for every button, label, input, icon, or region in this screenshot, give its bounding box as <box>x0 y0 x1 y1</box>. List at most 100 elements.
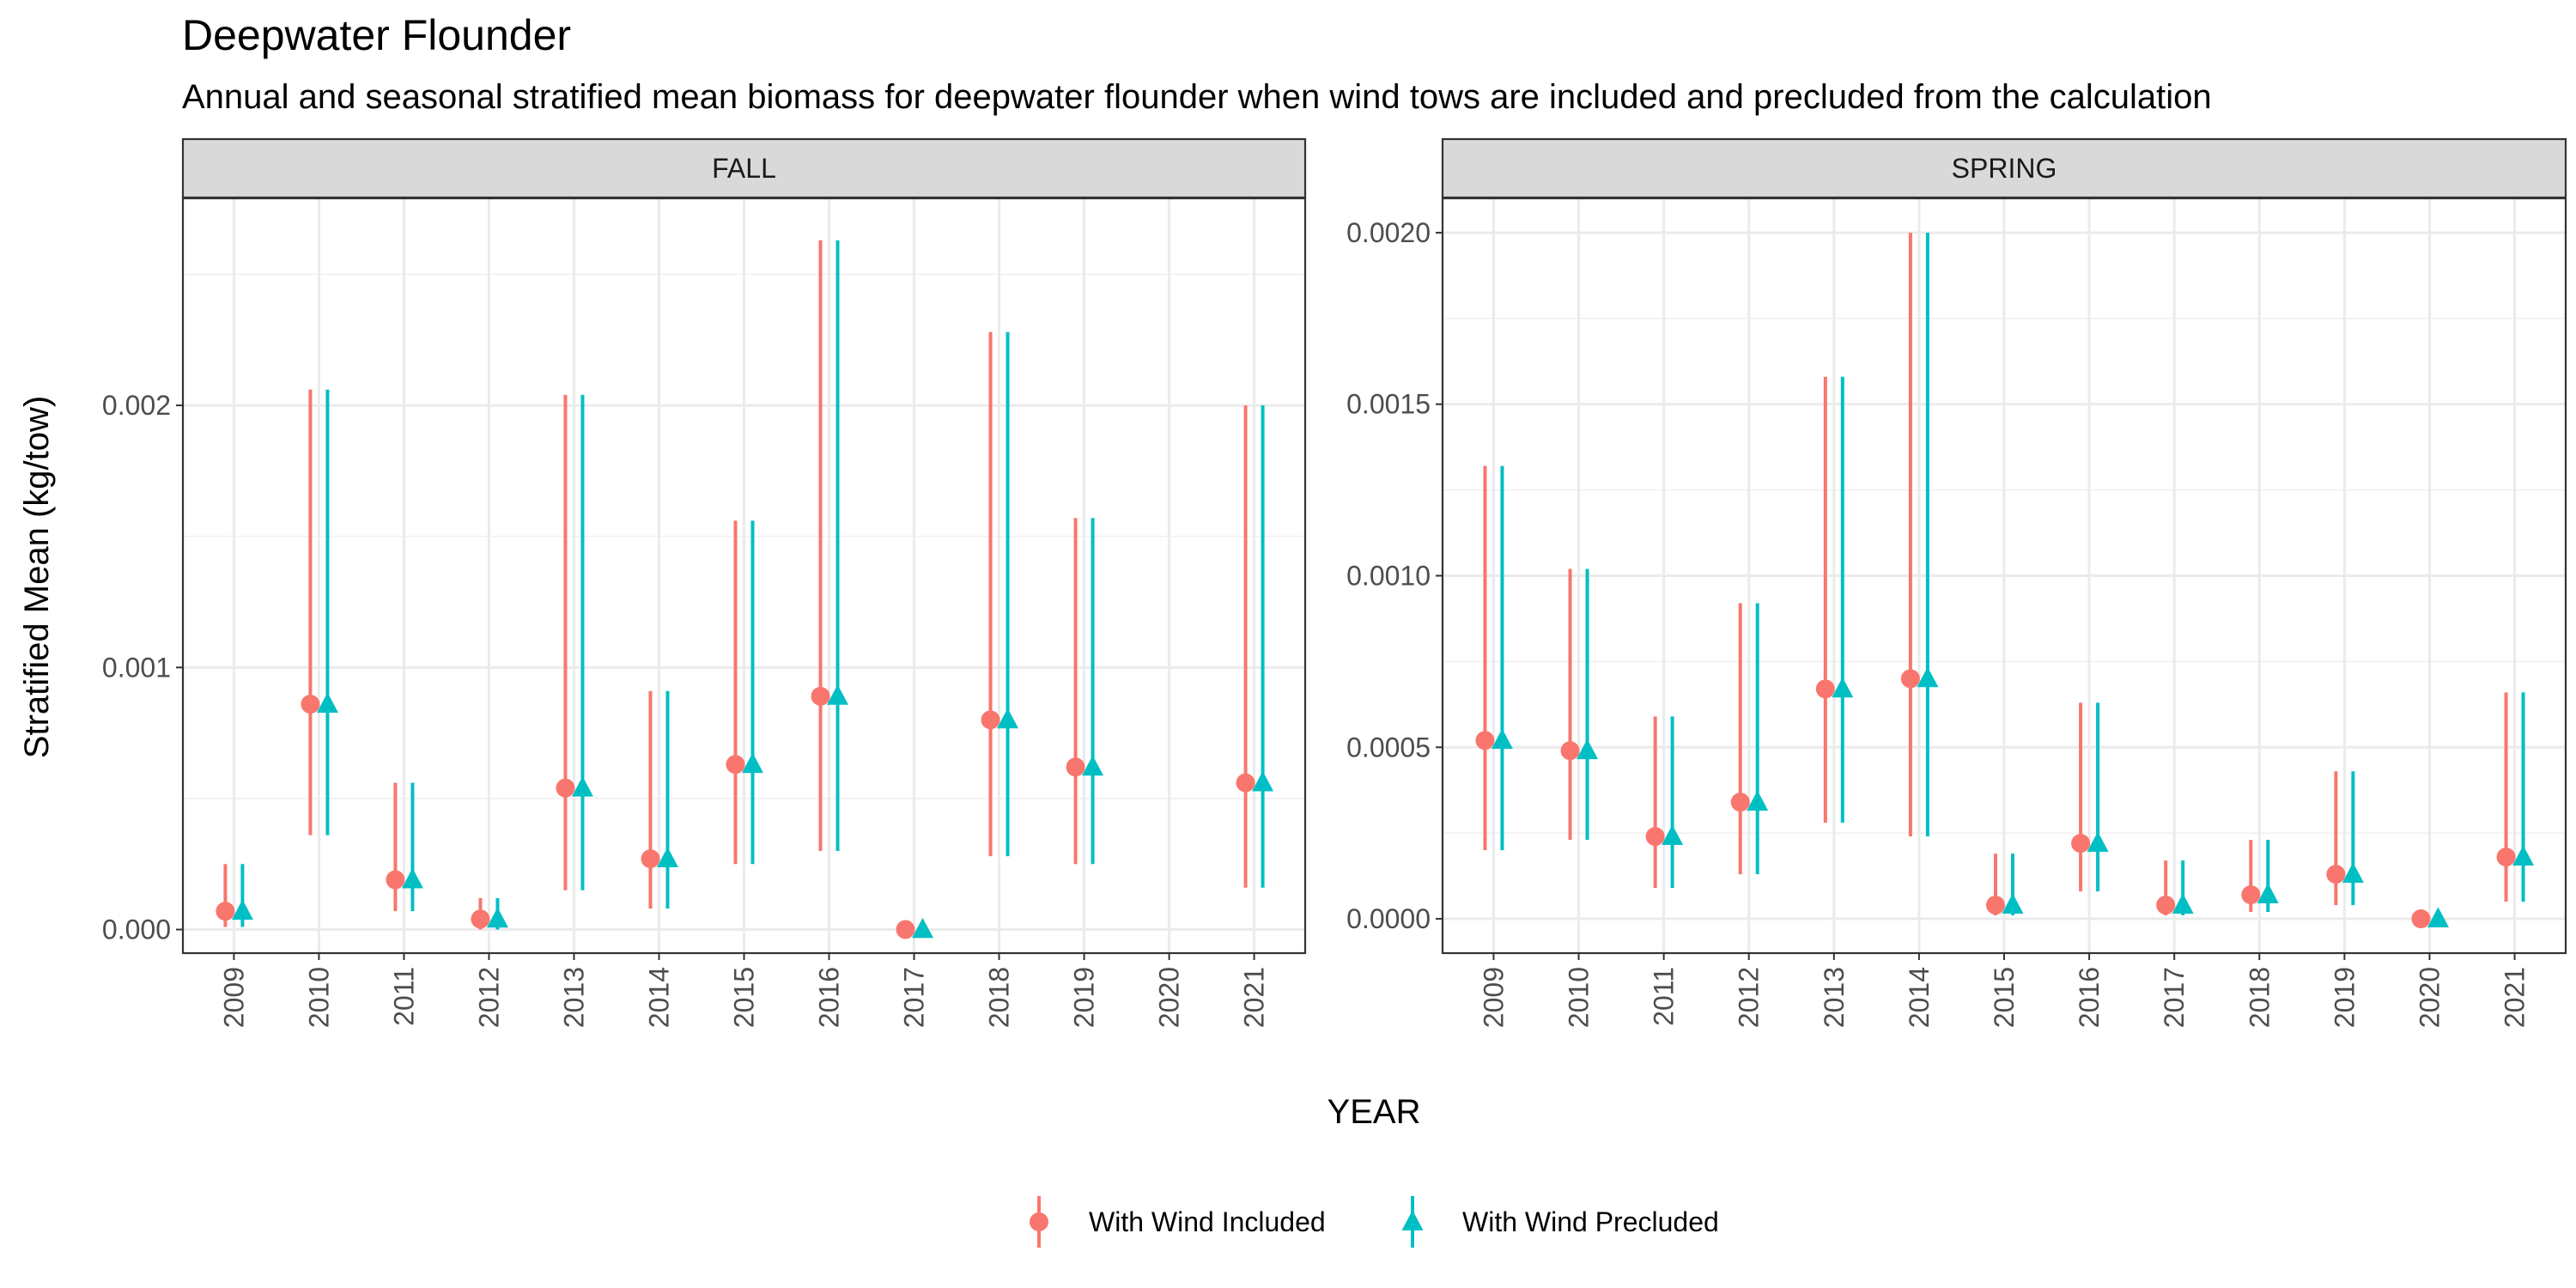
data-point-included <box>216 902 235 921</box>
data-point-included <box>471 909 490 929</box>
data-point-precluded <box>2427 907 2449 927</box>
x-tick-label: 2015 <box>729 967 760 1028</box>
data-point-included <box>1645 827 1665 847</box>
x-axis-title: YEAR <box>1327 1093 1421 1131</box>
x-tick-label: 2018 <box>984 967 1015 1028</box>
x-tick-label: 2012 <box>1734 967 1765 1028</box>
x-tick-label: 2010 <box>303 967 334 1028</box>
data-point-precluded <box>1082 755 1104 776</box>
data-point-included <box>1236 773 1255 793</box>
x-tick-label: 2013 <box>558 967 589 1028</box>
data-point-precluded <box>2002 893 2024 914</box>
data-point-precluded <box>656 847 678 868</box>
data-point-included <box>2411 909 2431 929</box>
data-point-precluded <box>401 867 423 889</box>
legend: With Wind Included With Wind Precluded <box>1030 1196 1719 1248</box>
x-tick-label: 2016 <box>2074 967 2105 1028</box>
y-tick-label: 0.0005 <box>1346 732 1431 762</box>
x-tick-label: 2020 <box>2414 967 2445 1028</box>
x-tick-label: 2021 <box>1239 967 1270 1028</box>
x-tick-label: 2019 <box>1069 967 1100 1028</box>
data-point-precluded <box>316 692 338 713</box>
data-point-precluded <box>1832 677 1854 698</box>
data-point-precluded <box>742 752 763 774</box>
x-tick-label: 2021 <box>2500 967 2530 1028</box>
data-point-precluded <box>1491 728 1513 750</box>
x-tick-label: 2015 <box>1989 967 2020 1028</box>
data-point-included <box>981 710 1000 730</box>
data-point-included <box>301 695 320 714</box>
data-point-included <box>2156 896 2176 915</box>
facet-spring: 0.0000 0.0005 0.0010 0.0015 0.0020 2009 2010 20… <box>1346 137 2567 1028</box>
data-point-included <box>1730 793 1750 812</box>
y-axis-title: Stratified Mean (kg/tow) <box>18 396 56 758</box>
y-tick-label: 0.002 <box>102 390 171 421</box>
data-point-included <box>386 870 405 890</box>
data-point-precluded <box>2172 893 2194 914</box>
x-tick-label: 2014 <box>643 967 674 1028</box>
legend-item: With Wind Included <box>1030 1196 1326 1248</box>
data-point-included <box>1560 741 1580 761</box>
data-point-included <box>1815 679 1835 699</box>
data-point-included <box>811 686 830 706</box>
y-tick-label: 0.001 <box>102 652 171 683</box>
data-point-included <box>641 849 660 869</box>
data-point-precluded <box>2087 831 2109 853</box>
x-tick-label: 2012 <box>473 967 504 1028</box>
data-point-included <box>2496 848 2516 867</box>
x-tick-label: 2019 <box>2329 967 2360 1028</box>
x-tick-label: 2009 <box>1478 967 1509 1028</box>
legend-key-triangle <box>1401 1210 1424 1230</box>
x-tick-label: 2010 <box>1564 967 1595 1028</box>
data-point-precluded <box>1917 666 1939 688</box>
data-point-precluded <box>997 708 1019 729</box>
x-tick-label: 2017 <box>899 967 930 1028</box>
y-tick-label: 0.0010 <box>1346 561 1431 592</box>
data-point-included <box>1986 896 2005 915</box>
facet-strip <box>1441 137 2567 199</box>
legend-item: With Wind Precluded <box>1401 1196 1719 1248</box>
x-tick-label: 2017 <box>2159 967 2190 1028</box>
data-point-included <box>2071 834 2091 854</box>
data-point-included <box>556 778 575 798</box>
data-point-included <box>1475 731 1495 750</box>
data-point-precluded <box>571 776 593 797</box>
x-tick-label: 2018 <box>2244 967 2275 1028</box>
x-tick-label: 2014 <box>1904 967 1935 1028</box>
y-tick-label: 0.000 <box>102 914 171 945</box>
y-tick-label: 0.0000 <box>1346 903 1431 934</box>
chart-title: Deepwater Flounder <box>182 11 571 59</box>
data-point-precluded <box>912 917 934 939</box>
data-point-precluded <box>231 899 253 920</box>
data-point-precluded <box>2257 883 2279 903</box>
x-tick-label: 2020 <box>1154 967 1185 1028</box>
data-point-included <box>2326 865 2346 884</box>
legend-label: With Wind Precluded <box>1462 1206 1719 1237</box>
data-point-included <box>2241 885 2261 905</box>
y-tick-label: 0.0015 <box>1346 389 1431 420</box>
data-point-precluded <box>1577 738 1599 760</box>
data-point-included <box>1066 757 1085 777</box>
x-tick-label: 2009 <box>218 967 249 1028</box>
chart-subtitle: Annual and seasonal stratified mean biom… <box>182 78 2212 116</box>
data-point-included <box>726 755 745 775</box>
y-tick-label: 0.0020 <box>1346 217 1431 248</box>
x-tick-label: 2011 <box>388 967 419 1026</box>
x-tick-label: 2013 <box>1819 967 1850 1028</box>
facet-strip-label: FALL <box>712 153 776 184</box>
data-point-included <box>896 920 915 939</box>
data-point-precluded <box>827 684 849 705</box>
facet-fall: 0.000 0.001 0.002 2009 2010 2011 2012 2013 2014 2… <box>102 137 1307 1028</box>
data-point-precluded <box>1252 770 1274 792</box>
data-point-precluded <box>2342 862 2364 884</box>
facet-strip-label: SPRING <box>1952 153 2057 184</box>
facet-panels: 0.000 0.001 0.002 2009 2010 2011 2012 2013 2014 2… <box>102 137 2567 1028</box>
legend-label: With Wind Included <box>1089 1206 1326 1237</box>
data-point-precluded <box>1662 824 1684 846</box>
data-point-precluded <box>486 907 508 928</box>
x-tick-label: 2016 <box>814 967 845 1028</box>
legend-key-circle <box>1030 1212 1048 1231</box>
facet-strip <box>181 137 1307 199</box>
data-point-included <box>1900 669 1920 689</box>
